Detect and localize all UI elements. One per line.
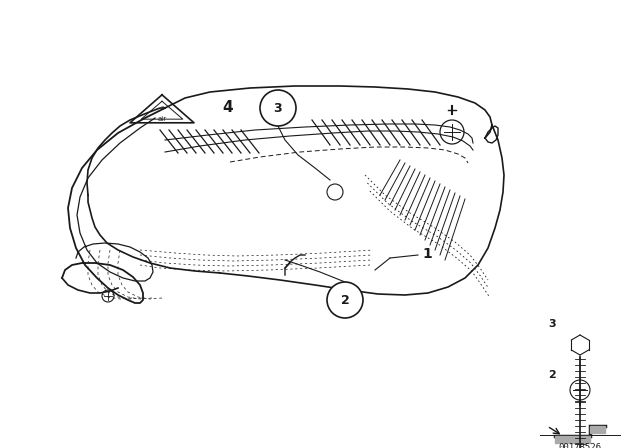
Polygon shape <box>590 426 605 433</box>
Text: 3: 3 <box>274 102 282 115</box>
Circle shape <box>327 282 363 318</box>
Polygon shape <box>555 436 590 443</box>
Text: 2: 2 <box>548 370 556 380</box>
Text: 3: 3 <box>548 319 556 329</box>
Text: 4: 4 <box>223 100 234 116</box>
Text: 1: 1 <box>422 247 432 261</box>
Circle shape <box>260 90 296 126</box>
Text: 2: 2 <box>340 293 349 306</box>
Text: air: air <box>157 116 166 122</box>
Text: 2: 2 <box>160 105 164 111</box>
Text: 00178526: 00178526 <box>559 443 602 448</box>
